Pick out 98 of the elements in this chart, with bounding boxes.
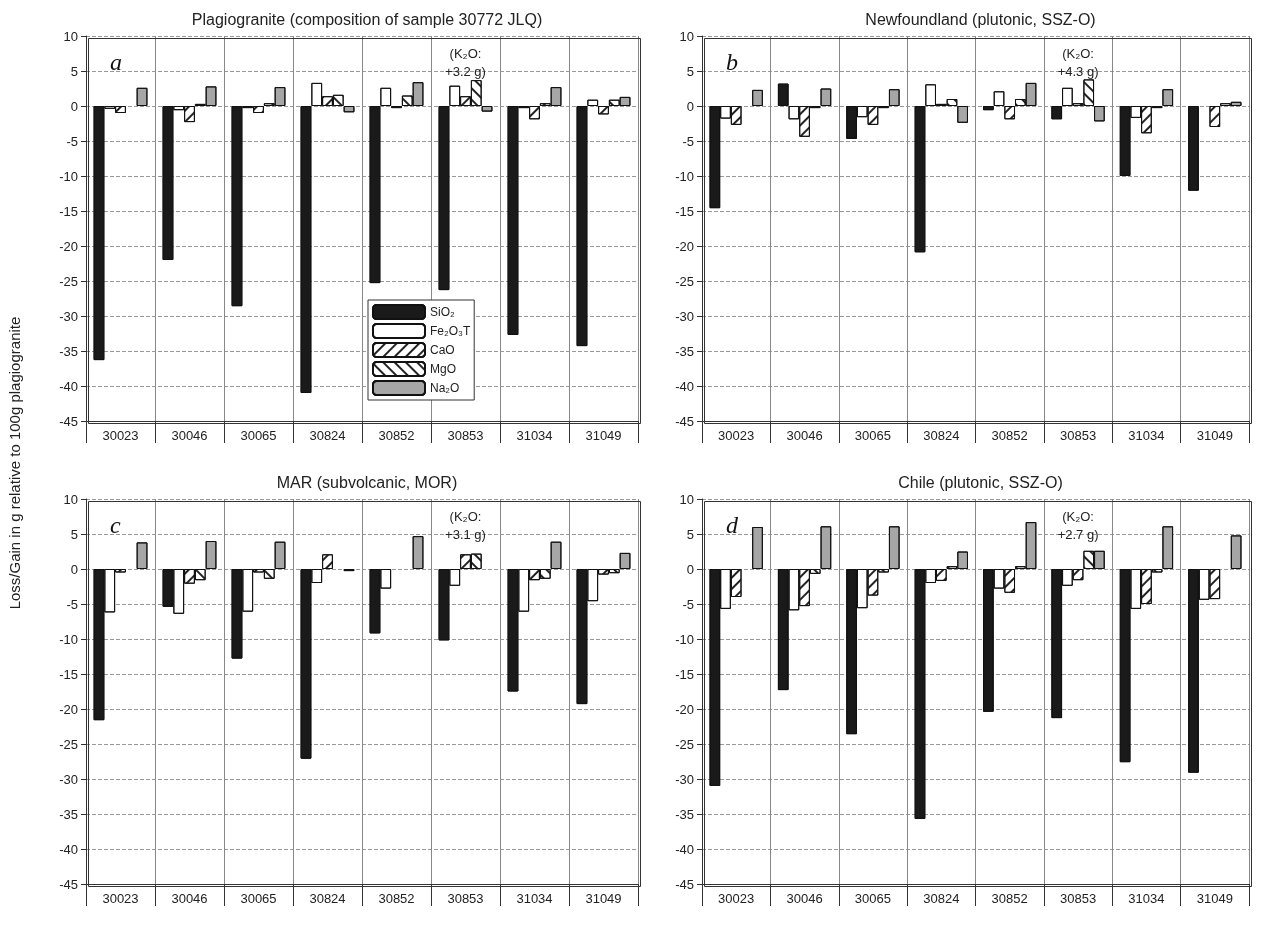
x-tick-label: 30046 (786, 891, 823, 906)
x-tick-label: 31049 (585, 428, 622, 443)
y-tick-label: 5 (686, 526, 694, 542)
x-tick-label: 30046 (786, 428, 823, 443)
y-tick-label: -5 (66, 596, 78, 612)
annotation: (K₂O: +3.1 g) (445, 508, 486, 542)
x-tick-label: 31049 (585, 891, 622, 906)
y-tick-label: -40 (59, 841, 78, 857)
y-tick-label: 0 (686, 561, 694, 577)
y-tick-label: 5 (70, 526, 78, 542)
annotation: (K₂O: +2.7 g) (1057, 508, 1099, 542)
annotation: c (110, 512, 121, 538)
chart-title: MAR (subvolcanic, MOR) (276, 473, 458, 491)
x-tick-label: 31049 (1196, 428, 1233, 443)
x-tick-label: 30852 (991, 428, 1028, 443)
y-tick-label: -35 (59, 343, 78, 359)
y-tick-label: -25 (675, 273, 694, 289)
y-tick-label: -40 (59, 378, 78, 394)
x-tick-label: 30853 (1059, 891, 1097, 906)
y-tick-label: 10 (679, 491, 694, 507)
y-tick-label: -30 (675, 771, 694, 787)
legend-label: CaO (430, 343, 455, 357)
chart-title: Plagiogranite (composition of sample 30772 JLQ) (191, 10, 543, 28)
y-tick-label: -45 (59, 876, 78, 892)
y-tick-label: -40 (675, 841, 694, 857)
y-tick-label: -20 (59, 701, 78, 717)
annotation: (K₂O: +3.2 g) (445, 45, 486, 79)
x-tick-label: 30824 (309, 891, 346, 906)
y-tick-label: 10 (63, 28, 78, 44)
x-tick-label: 31034 (1128, 891, 1165, 906)
y-tick-label: -10 (59, 631, 78, 647)
x-tick-label: 30852 (378, 891, 415, 906)
x-tick-label: 31034 (516, 891, 553, 906)
y-tick-label: -25 (59, 273, 78, 289)
legend-label: Fe₂O₃T (430, 324, 471, 338)
y-tick-label: -45 (59, 413, 78, 429)
x-tick-label: 30853 (1059, 428, 1097, 443)
legend-label: MgO (430, 362, 457, 376)
y-tick-label: 10 (679, 28, 694, 44)
x-tick-label: 30853 (447, 428, 484, 443)
y-tick-label: -45 (675, 413, 694, 429)
y-tick-label: -5 (66, 133, 78, 149)
y-tick-label: -35 (675, 343, 694, 359)
x-tick-label: 30853 (447, 891, 484, 906)
x-tick-label: 30023 (718, 428, 755, 443)
x-tick-label: 31034 (1128, 428, 1165, 443)
y-axis-title: Loss/Gain in g relative to 100g plagiogranite (6, 315, 24, 612)
y-tick-label: -20 (59, 238, 78, 254)
x-tick-label: 30046 (171, 891, 208, 906)
x-tick-label: 30824 (923, 428, 960, 443)
x-tick-label: 30065 (854, 428, 892, 443)
annotation: b (726, 49, 738, 75)
y-tick-label: -20 (675, 701, 694, 717)
x-tick-label: 30852 (991, 891, 1028, 906)
y-tick-label: -10 (675, 168, 694, 184)
y-tick-label: -40 (675, 378, 694, 394)
y-tick-label: 0 (70, 98, 78, 114)
y-tick-label: -15 (59, 203, 78, 219)
x-tick-label: 30065 (854, 891, 892, 906)
x-tick-label: 30023 (102, 428, 139, 443)
legend-label: Na₂O (430, 381, 460, 395)
y-tick-label: -30 (675, 308, 694, 324)
y-tick-label: -25 (675, 736, 694, 752)
annotation: (K₂O: +4.3 g) (1057, 45, 1099, 79)
y-tick-label: 0 (686, 98, 694, 114)
x-tick-label: 30824 (923, 891, 960, 906)
y-tick-label: -15 (675, 666, 694, 682)
y-tick-label: -20 (675, 238, 694, 254)
y-tick-label: -45 (675, 876, 694, 892)
annotation: a (110, 49, 122, 75)
y-tick-label: -35 (59, 806, 78, 822)
y-tick-label: -30 (59, 771, 78, 787)
y-tick-label: -15 (675, 203, 694, 219)
y-tick-label: 10 (63, 491, 78, 507)
y-tick-label: -25 (59, 736, 78, 752)
x-tick-label: 30065 (240, 428, 277, 443)
x-tick-label: 30824 (309, 428, 346, 443)
x-tick-label: 30046 (171, 428, 208, 443)
y-tick-label: -5 (682, 596, 694, 612)
y-tick-label: -5 (682, 133, 694, 149)
y-tick-label: 0 (70, 561, 78, 577)
x-tick-label: 30023 (718, 891, 755, 906)
x-tick-label: 31034 (516, 428, 553, 443)
chart-title: Newfoundland (plutonic, SSZ-O) (865, 10, 1096, 28)
chart-title: Chile (plutonic, SSZ-O) (898, 473, 1063, 491)
y-tick-label: 5 (70, 63, 78, 79)
x-tick-label: 30023 (102, 891, 139, 906)
x-tick-label: 31049 (1196, 891, 1233, 906)
legend-label: SiO₂ (430, 305, 455, 319)
annotation: d (726, 512, 739, 538)
y-tick-label: -15 (59, 666, 78, 682)
x-tick-label: 30852 (378, 428, 415, 443)
y-tick-label: -30 (59, 308, 78, 324)
y-tick-label: 5 (686, 63, 694, 79)
y-tick-label: -10 (59, 168, 78, 184)
y-tick-label: -10 (675, 631, 694, 647)
x-tick-label: 30065 (240, 891, 277, 906)
y-tick-label: -35 (675, 806, 694, 822)
